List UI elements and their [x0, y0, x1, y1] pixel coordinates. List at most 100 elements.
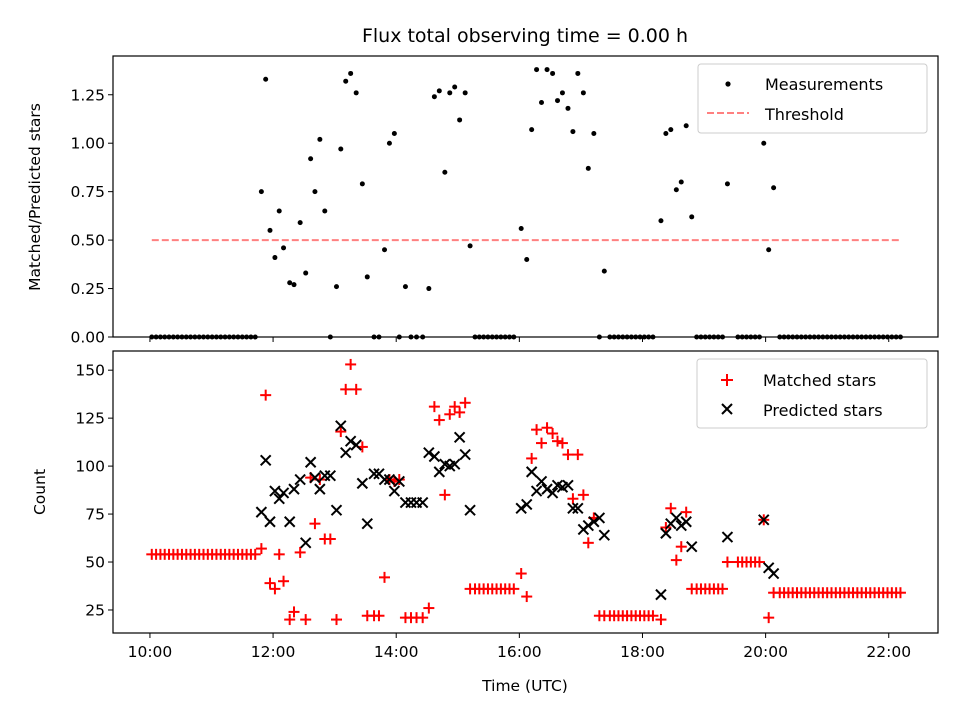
matched-star-point: [294, 546, 306, 558]
ratio-ytick-label: 0.75: [70, 183, 105, 201]
matched-star-point: [521, 591, 533, 603]
count-panel-xticks: 10:00 12:00 14:00 16:00 18:00 20:00 22:00: [128, 633, 911, 661]
predicted-star-point: [361, 517, 373, 530]
predicted-star-point: [324, 469, 337, 482]
count-panel-yticks: 25 50 75 100 125 150: [75, 362, 113, 619]
count-panel-marks: [146, 358, 906, 626]
predicted-star-point: [530, 485, 543, 497]
predicted-star-point: [660, 527, 672, 539]
matched-star-point: [894, 587, 906, 599]
predicted-star-point: [350, 439, 362, 451]
matched-star-point: [393, 474, 405, 486]
predicted-star-point: [541, 483, 553, 495]
ratio-ytick-label: 0.00: [70, 329, 105, 347]
matched-star-point: [433, 414, 445, 426]
predicted-star-point: [459, 448, 471, 461]
measurement-point: [303, 270, 309, 276]
matched-star-point: [260, 389, 272, 401]
matched-star-point: [717, 583, 729, 595]
predicted-star-point: [525, 466, 538, 478]
matched-star-point: [515, 568, 527, 580]
matched-star-point: [249, 548, 261, 560]
matched-star-point: [300, 614, 312, 626]
matched-star-point: [567, 493, 579, 505]
measurement-point: [462, 90, 468, 96]
measurement-point: [555, 98, 561, 104]
measurement-point: [658, 218, 664, 224]
matched-star-point: [547, 427, 559, 439]
predicted-star-point: [655, 588, 667, 601]
count-panel: 25 50 75 100 125 150 10:00 12:00 14:00 16:00 18:0…: [31, 350, 939, 695]
matched-star-point: [763, 612, 775, 624]
matched-star-point: [444, 408, 456, 420]
matched-star-point: [324, 533, 336, 545]
measurement-point: [559, 90, 565, 96]
measurement-point: [585, 165, 591, 171]
count-xtick-label: 16:00: [497, 643, 542, 661]
matched-star-point: [753, 556, 765, 568]
measurement-point: [308, 156, 314, 162]
predicted-star-point: [314, 483, 326, 495]
predicted-star-point: [515, 502, 527, 515]
count-xtick-label: 10:00: [128, 643, 173, 661]
matched-star-point: [721, 556, 733, 568]
matched-star-point: [675, 541, 687, 553]
ratio-legend-frame: [697, 63, 928, 134]
predicted-star-point: [344, 435, 357, 447]
matched-star-point: [373, 610, 385, 622]
measurement-point: [364, 274, 370, 280]
measurement-point: [322, 208, 328, 214]
legend-predicted-marker: [721, 403, 733, 415]
count-ytick-label: 125: [75, 410, 105, 428]
measurement-point: [663, 131, 669, 137]
measurement-point: [534, 67, 540, 73]
legend-matched-label: Matched stars: [763, 371, 876, 390]
count-xtick-label: 14:00: [374, 643, 419, 661]
predicted-star-point: [453, 431, 466, 444]
count-ytick-label: 75: [85, 506, 105, 524]
legend-predicted-label: Predicted stars: [763, 401, 883, 420]
predicted-star-point: [294, 473, 306, 486]
matched-star-point: [264, 577, 276, 589]
predicted-star-point: [546, 487, 559, 499]
predicted-star-point: [340, 446, 352, 459]
matched-star-point: [562, 449, 574, 461]
matched-star-point: [273, 548, 285, 560]
measurement-point: [447, 90, 453, 96]
predicted-star-point: [572, 502, 584, 515]
ratio-panel-frame: [112, 55, 939, 338]
measurement-point: [276, 208, 282, 214]
measurement-point: [258, 189, 264, 195]
count-xtick-label: 18:00: [620, 643, 665, 661]
matched-star-point: [556, 437, 568, 449]
measurement-point: [391, 131, 397, 137]
measurement-point: [402, 284, 408, 290]
predicted-star-point: [264, 516, 276, 528]
matched-star-point: [335, 426, 347, 438]
measurement-point: [591, 131, 597, 137]
measurement-point: [348, 70, 354, 76]
measurement-point: [291, 282, 297, 288]
predicted-star-point: [428, 450, 441, 463]
predicted-star-point: [448, 458, 461, 470]
count-legend-frame: [696, 358, 928, 429]
legend-measurements-label: Measurements: [765, 75, 883, 94]
predicted-star-point: [283, 516, 296, 528]
measurement-point: [575, 70, 581, 76]
count-panel-legend: Matched stars Predicted stars: [696, 358, 928, 429]
predicted-star-point: [299, 537, 312, 549]
measurement-point: [457, 117, 463, 123]
measurement-point: [386, 140, 392, 146]
matched-star-point: [531, 424, 543, 436]
matched-star-point: [278, 575, 290, 587]
predicted-star-point: [309, 471, 321, 484]
matched-star-point: [439, 489, 451, 501]
predicted-star-point: [521, 498, 533, 511]
measurement-point: [353, 90, 359, 96]
matched-star-point: [269, 583, 281, 595]
predicted-star-point: [368, 468, 380, 480]
measurement-point: [442, 169, 448, 175]
measurement-point: [565, 105, 571, 111]
predicted-star-point: [680, 516, 692, 528]
measurement-point: [343, 78, 349, 84]
